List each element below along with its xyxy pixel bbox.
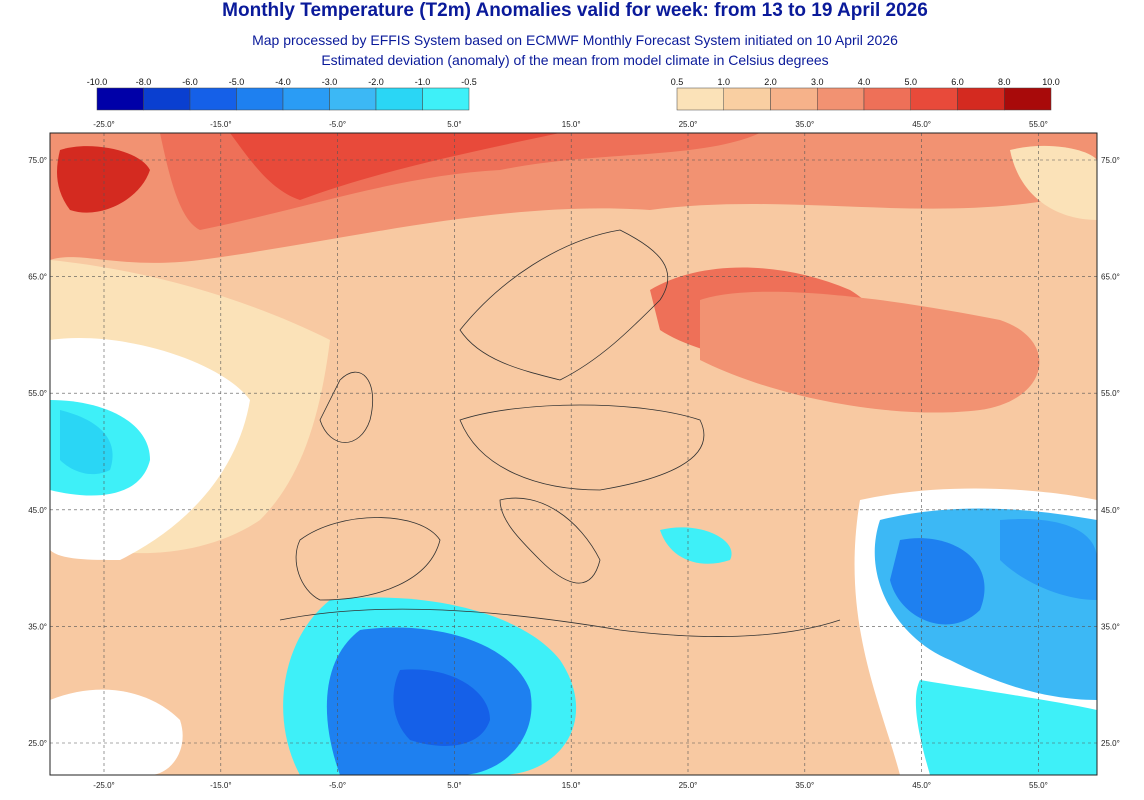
latitude-label: 75.0° <box>1101 156 1120 165</box>
colorbar-swatch <box>723 87 771 111</box>
colorbar-swatch <box>189 87 237 111</box>
colorbar-swatch <box>329 87 377 111</box>
latitude-label: 65.0° <box>28 273 47 282</box>
latitude-label: 35.0° <box>1101 622 1120 631</box>
colorbar-swatch <box>143 87 191 111</box>
longitude-label: 35.0° <box>795 120 814 129</box>
colorbar-swatch <box>863 87 911 111</box>
colorbar-label: 3.0 <box>811 77 824 87</box>
colorbar-label: 5.0 <box>904 77 917 87</box>
latitude-label: 55.0° <box>1101 389 1120 398</box>
colorbar-swatch <box>236 87 284 111</box>
colorbar-swatch <box>1004 87 1052 111</box>
longitude-label: 5.0° <box>447 781 461 790</box>
longitude-label: 55.0° <box>1029 781 1048 790</box>
latitude-label: 25.0° <box>28 739 47 748</box>
longitude-label: -5.0° <box>329 781 346 790</box>
latitude-label: 55.0° <box>28 389 47 398</box>
colorbar-label: 8.0 <box>998 77 1011 87</box>
longitude-label: 45.0° <box>912 781 931 790</box>
colorbar-swatch <box>422 87 470 111</box>
colorbar-label: 0.5 <box>671 77 684 87</box>
longitude-label: 15.0° <box>562 781 581 790</box>
longitude-label: -15.0° <box>210 120 231 129</box>
longitude-label: -15.0° <box>210 781 231 790</box>
title: Monthly Temperature (T2m) Anomalies vali… <box>222 0 928 21</box>
longitude-label: -5.0° <box>329 120 346 129</box>
longitude-label: 25.0° <box>679 781 698 790</box>
colorbar-label: -2.0 <box>368 77 384 87</box>
latitude-label: 75.0° <box>28 156 47 165</box>
colorbar-label: -1.0 <box>415 77 431 87</box>
latitude-label: 35.0° <box>28 622 47 631</box>
colorbar-label: -10.0 <box>87 77 108 87</box>
longitude-label: 45.0° <box>912 120 931 129</box>
colorbar-label: -4.0 <box>275 77 291 87</box>
colorbar-swatch <box>957 87 1005 111</box>
colorbar-swatch <box>375 87 423 111</box>
colorbar-label: -5.0 <box>229 77 245 87</box>
longitude-label: 15.0° <box>562 120 581 129</box>
longitude-label: 55.0° <box>1029 120 1048 129</box>
colorbar-label: 2.0 <box>764 77 777 87</box>
map-frame <box>49 132 1098 776</box>
latitude-label: 45.0° <box>1101 506 1120 515</box>
colorbar-label: -0.5 <box>461 77 477 87</box>
subtitle: Map processed by EFFIS System based on E… <box>252 32 898 48</box>
longitude-label: 35.0° <box>795 781 814 790</box>
colorbar-label: 10.0 <box>1042 77 1060 87</box>
graticule <box>50 133 1097 775</box>
subtitle: Estimated deviation (anomaly) of the mea… <box>321 52 828 68</box>
colorbar-swatch <box>282 87 330 111</box>
colorbar-label: 4.0 <box>858 77 871 87</box>
latitude-label: 25.0° <box>1101 739 1120 748</box>
colorbar-label: -3.0 <box>322 77 338 87</box>
colorbar-swatch <box>676 87 724 111</box>
longitude-label: 5.0° <box>447 120 461 129</box>
colorbar-swatch <box>96 87 144 111</box>
map-field <box>50 133 1097 775</box>
colorbar-label: 1.0 <box>717 77 730 87</box>
colorbar-label: 6.0 <box>951 77 964 87</box>
colorbar-label: -6.0 <box>182 77 198 87</box>
longitude-label: -25.0° <box>93 120 114 129</box>
colorbar-label: -8.0 <box>136 77 152 87</box>
colorbar-swatch <box>817 87 865 111</box>
colorbar-swatch <box>770 87 818 111</box>
latitude-label: 65.0° <box>1101 273 1120 282</box>
colorbar-swatch <box>910 87 958 111</box>
longitude-label: -25.0° <box>93 781 114 790</box>
longitude-label: 25.0° <box>679 120 698 129</box>
latitude-label: 45.0° <box>28 506 47 515</box>
